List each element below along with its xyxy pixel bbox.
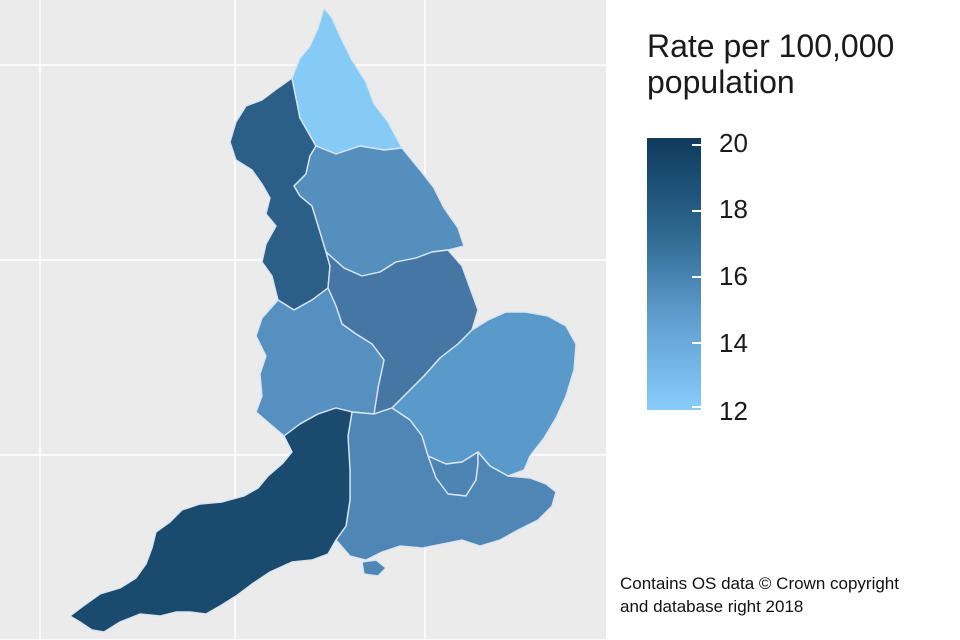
credit-line1: Contains OS data © Crown copyright [620, 574, 899, 593]
legend-tick-label: 14 [719, 328, 748, 358]
legend-tick-label: 12 [719, 396, 748, 426]
legend-tickmark [692, 276, 701, 278]
credit-line2: and database right 2018 [620, 597, 804, 616]
legend-tick-label: 16 [719, 261, 748, 291]
legend-tickmark [692, 144, 701, 146]
map-panel [0, 0, 606, 640]
legend-tick-label: 20 [719, 128, 748, 158]
legend-tick-label: 18 [719, 194, 748, 224]
legend: Rate per 100,000 population 20 18 16 14 … [645, 28, 945, 424]
legend-title: Rate per 100,000 population [647, 28, 894, 100]
legend-tickmark [692, 210, 701, 212]
legend-tickmark [692, 406, 701, 408]
legend-tickmark [692, 342, 701, 344]
region-north-east [291, 7, 403, 155]
copyright-credit: Contains OS data © Crown copyright and d… [620, 572, 899, 618]
england-map [0, 0, 606, 640]
legend-colorbar [647, 138, 701, 410]
legend-title-line1: Rate per 100,000 [647, 28, 895, 64]
legend-title-line2: population [647, 64, 795, 100]
region-south-west [69, 407, 353, 633]
region-south-east [335, 407, 557, 577]
